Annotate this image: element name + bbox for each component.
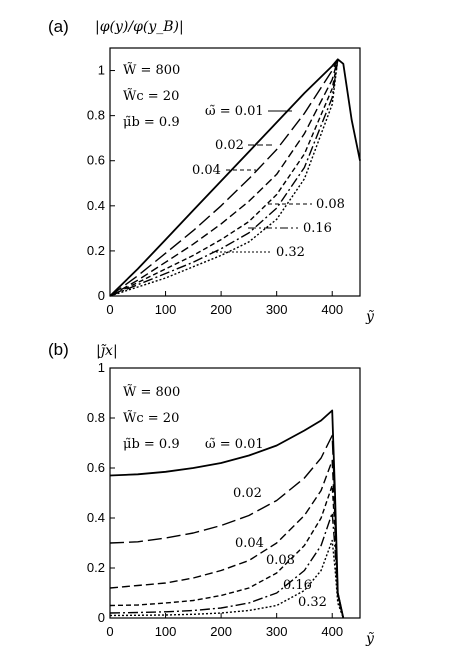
panel-a-label-008: 0.08 [316,197,345,212]
panel-a-y-tick-label: 0 [98,288,105,303]
panel-b-y-tick-label: 0 [98,610,105,625]
panel-b-series-line [109,484,344,619]
panel-a: (a) |φ(y)/φ(y_B)| 0 100 200 300 400 00.20.40… [48,17,375,325]
panel-b-xlabel: ỹ [365,631,375,647]
panel-b-y-tick-label: 0.4 [87,510,105,525]
panel-a-label-004: 0.04 [192,163,221,178]
panel-b-series-line [109,459,344,619]
panel-a-label: (a) [48,17,69,36]
panel-a-param-w: W̃ = 800 [123,62,180,78]
panel-b-x-tick-label: 400 [321,624,343,639]
panel-b-label-016: 0.16 [283,578,312,593]
panel-b-label-032: 0.32 [298,595,327,610]
panel-a-x-tick-label: 200 [210,302,232,317]
panel-b-y-ticks: 0 0.2 0.4 0.6 0.8 1 [87,360,115,625]
panel-b-y-tick-label: 0.8 [87,410,105,425]
panel-b-x-ticks: 0 100 200 300 400 [106,613,343,639]
panel-b-label-omega-001: ω̃ = 0.01 [205,437,264,452]
panel-b-label-004: 0.04 [235,536,264,551]
panel-a-x-tick-label: 0 [106,302,113,317]
panel-a-x-tick-label: 400 [321,302,343,317]
panel-a-y-tick-label: 0.6 [87,153,105,168]
panel-a-label-omega-001: ω̃ = 0.01 [205,104,264,119]
panel-a-series [109,58,361,297]
panel-a-x-tick-label: 300 [266,302,288,317]
panel-a-series-line [109,58,339,297]
panel-b-param-w: W̃ = 800 [123,384,180,400]
panel-b-x-tick-label: 300 [266,624,288,639]
panel-a-y-tick-label: 0.4 [87,198,105,213]
panel-a-series-line [109,59,339,297]
panel-b-series-line [109,434,344,619]
panel-a-x-tick-label: 100 [155,302,177,317]
panel-a-label-002: 0.02 [215,138,244,153]
panel-b-y-tick-label: 0.2 [87,560,105,575]
panel-a-y-ticks: 0 0.2 0.4 0.6 0.8 1 [87,63,115,303]
panel-a-y-tick-label: 0.2 [87,243,105,258]
panel-b-series-line [109,409,345,619]
panel-b-param-wc: W̃c = 20 [123,410,179,426]
panel-b-x-tick-label: 200 [210,624,232,639]
panel-b-label-002: 0.02 [233,486,262,501]
panel-b-y-tick-label: 0.6 [87,460,105,475]
panel-b-x-tick-label: 100 [155,624,177,639]
panel-a-x-ticks: 0 100 200 300 400 [106,291,343,317]
panel-a-y-tick-label: 0.8 [87,108,105,123]
panel-b: (b) |j̃x| 0 100 200 300 400 0 0.2 0.4 0.6 0.8 1 ỹ… [48,340,375,647]
panel-a-xlabel: ỹ [365,309,375,325]
panel-a-label-016: 0.16 [303,221,332,236]
panel-a-frame [109,47,361,297]
panel-a-label-032: 0.32 [276,245,305,260]
panel-b-ylabel: |j̃x| [96,343,118,359]
panel-b-series [109,409,345,619]
panel-b-label-008: 0.08 [266,553,295,568]
panel-a-param-mub: μ̃b = 0.9 [123,115,180,130]
panel-a-series-line [109,59,339,297]
panel-b-label: (b) [48,340,69,359]
panel-a-ylabel: |φ(y)/φ(y_B)| [95,19,184,35]
panel-b-frame [109,367,361,619]
panel-b-series-line [109,539,344,619]
panel-b-param-mub: μ̃b = 0.9 [123,437,180,452]
panel-b-y-tick-label: 1 [98,360,105,375]
panel-a-series-line [109,59,339,297]
panel-b-series-line [109,512,344,619]
panel-a-param-wc: W̃c = 20 [123,88,179,104]
panel-a-series-line [109,59,339,297]
panel-a-y-tick-label: 1 [98,63,105,78]
panel-b-x-tick-label: 0 [106,624,113,639]
panel-a-series-line [109,58,361,297]
